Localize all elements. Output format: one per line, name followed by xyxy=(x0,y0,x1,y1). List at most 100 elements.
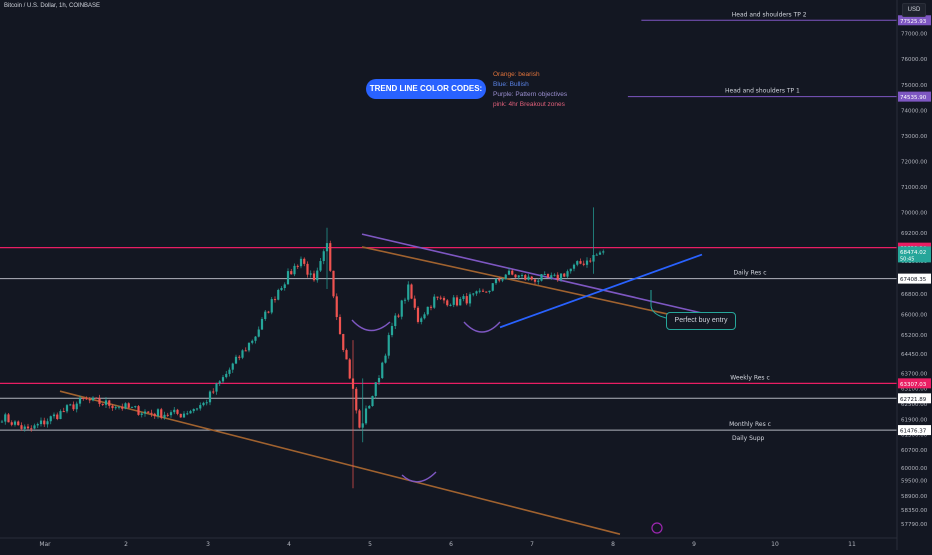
candle-body xyxy=(212,391,215,393)
candle-body xyxy=(543,274,546,276)
candle-body xyxy=(104,400,108,405)
candle-body xyxy=(147,411,150,413)
candle-body xyxy=(400,300,403,317)
x-tick-label: 7 xyxy=(530,541,534,548)
candle-body xyxy=(33,425,36,429)
candle-body xyxy=(43,420,46,425)
candle-body xyxy=(137,406,140,415)
candle-body xyxy=(75,403,78,410)
x-tick-label: 8 xyxy=(611,541,615,548)
candle-body xyxy=(306,263,309,275)
candle-body xyxy=(579,261,582,264)
candle-body xyxy=(98,398,101,404)
candle-body xyxy=(238,356,241,358)
x-tick-label: Mar xyxy=(39,541,51,548)
candle-body xyxy=(407,284,410,300)
candle-body xyxy=(595,254,598,256)
candle-body xyxy=(156,409,160,417)
candle-body xyxy=(358,410,361,428)
candle-body xyxy=(283,284,286,289)
candle-body xyxy=(192,409,195,412)
candle-body xyxy=(88,399,91,401)
legend-entry-purple: Purple: Pattern objectives xyxy=(493,91,568,98)
currency-button[interactable]: USD xyxy=(902,3,926,17)
candle-body xyxy=(286,271,290,285)
candle-body xyxy=(186,413,189,415)
candle-body xyxy=(49,416,52,422)
candle-body xyxy=(95,397,98,399)
candle-body xyxy=(423,314,426,319)
candle-body xyxy=(585,260,589,265)
level-name: Monthly Res c xyxy=(729,421,771,428)
legend-entry-pink: pink: 4hr Breakout zones xyxy=(493,101,565,108)
candle-body xyxy=(475,291,478,294)
level-price-tag xyxy=(898,393,931,404)
candle-body xyxy=(488,290,491,293)
y-tick-label: 60700.00 xyxy=(901,448,928,454)
candle-body xyxy=(260,319,264,330)
candle-body xyxy=(199,405,202,409)
candle-body xyxy=(533,279,537,282)
y-tick-label: 63100.00 xyxy=(901,387,928,393)
candle-body xyxy=(13,421,17,425)
candle-body xyxy=(439,297,442,299)
level-price-tag xyxy=(898,378,931,389)
y-tick-label: 70000.00 xyxy=(901,210,928,216)
candle-body xyxy=(498,278,501,281)
candle-body xyxy=(462,296,465,300)
candle-body xyxy=(231,363,234,370)
candle-body xyxy=(413,298,416,308)
candle-body xyxy=(91,397,95,401)
candle-body xyxy=(173,409,176,413)
x-tick-label: 11 xyxy=(848,541,856,548)
candle-body xyxy=(390,326,394,336)
candle-body xyxy=(420,318,423,322)
candle-body xyxy=(179,413,182,418)
candle-body xyxy=(436,296,439,298)
candle-body xyxy=(433,296,436,308)
right-shoulder-arc xyxy=(463,321,501,333)
candle-body xyxy=(234,356,238,364)
candle-body xyxy=(397,315,400,317)
level-name: Weekly Res c xyxy=(730,374,770,381)
y-tick-label: 57790.00 xyxy=(901,522,928,528)
level-price-tag xyxy=(898,91,931,102)
y-tick-label: 75000.00 xyxy=(901,83,928,89)
candle-body xyxy=(342,334,345,351)
candle-body xyxy=(377,378,381,383)
candle-body xyxy=(163,414,166,418)
x-tick-label: 9 xyxy=(692,541,696,548)
replay-marker-icon[interactable] xyxy=(651,522,663,534)
candle-body xyxy=(56,414,59,419)
candle-body xyxy=(130,406,134,408)
candle-body xyxy=(72,404,75,410)
candle-body xyxy=(319,261,322,271)
legend-entry-blue: Blue: Bullish xyxy=(493,81,529,88)
candle-body xyxy=(82,397,85,399)
level-price-label: 74535.90 xyxy=(900,95,927,101)
candle-body xyxy=(507,270,511,275)
candle-body xyxy=(572,264,576,269)
candle-body xyxy=(387,335,390,356)
candle-body xyxy=(218,381,221,384)
candle-body xyxy=(442,297,446,301)
current-price-label: 68474.02 xyxy=(900,250,926,256)
y-tick-label: 65200.00 xyxy=(901,333,928,339)
candle-body xyxy=(293,265,296,275)
legend-entry-orange: Orange: bearish xyxy=(493,71,540,78)
current-price-tag xyxy=(898,246,931,263)
candle-body xyxy=(247,342,251,351)
candle-body xyxy=(176,409,179,414)
candle-body xyxy=(62,411,65,413)
candle-body xyxy=(338,317,342,335)
candle-body xyxy=(299,258,303,267)
candle-body xyxy=(514,274,517,278)
candle-body xyxy=(582,263,585,265)
y-tick-label: 61300.00 xyxy=(901,433,928,439)
candle-body xyxy=(23,426,26,429)
candle-body xyxy=(351,378,355,389)
candle-body xyxy=(322,251,325,262)
level-price-label: 63307.03 xyxy=(900,382,927,388)
